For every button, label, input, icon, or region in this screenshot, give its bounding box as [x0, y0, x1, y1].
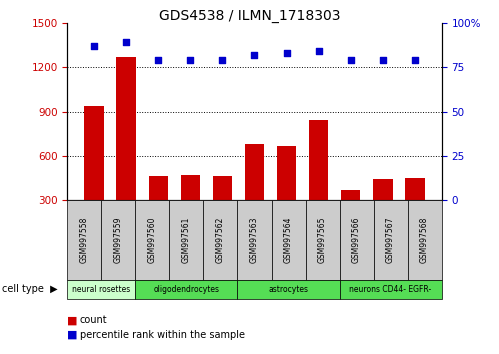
Bar	[149, 176, 168, 244]
Bar	[84, 105, 104, 244]
Text: GSM997566: GSM997566	[352, 217, 361, 263]
Text: GSM997568: GSM997568	[420, 217, 429, 263]
Bar	[181, 175, 200, 244]
Text: count: count	[80, 315, 107, 325]
Point	[347, 57, 355, 63]
Text: cell type  ▶: cell type ▶	[2, 284, 58, 295]
Bar	[373, 179, 393, 244]
Point	[379, 57, 387, 63]
Text: astrocytes: astrocytes	[268, 285, 308, 294]
Text: GSM997561: GSM997561	[182, 217, 191, 263]
Point	[122, 40, 130, 45]
Text: neural rosettes: neural rosettes	[72, 285, 131, 294]
Point	[411, 57, 419, 63]
Bar	[116, 57, 136, 244]
Bar	[213, 176, 232, 244]
Point	[154, 57, 162, 63]
Text: GSM997559: GSM997559	[114, 217, 123, 263]
Text: neurons CD44- EGFR-: neurons CD44- EGFR-	[349, 285, 432, 294]
Text: oligodendrocytes: oligodendrocytes	[154, 285, 220, 294]
Point	[219, 57, 227, 63]
Text: GSM997562: GSM997562	[216, 217, 225, 263]
Bar	[277, 146, 296, 244]
Text: GSM997563: GSM997563	[250, 217, 259, 263]
Text: ■: ■	[67, 330, 78, 339]
Text: percentile rank within the sample: percentile rank within the sample	[80, 330, 245, 339]
Point	[250, 52, 258, 58]
Point	[186, 57, 194, 63]
Point	[315, 48, 323, 54]
Text: GSM997565: GSM997565	[318, 217, 327, 263]
Point	[90, 43, 98, 49]
Bar	[309, 120, 328, 244]
Bar	[341, 190, 360, 244]
Bar	[405, 178, 425, 244]
Text: GSM997560: GSM997560	[148, 217, 157, 263]
Text: GDS4538 / ILMN_1718303: GDS4538 / ILMN_1718303	[159, 9, 340, 23]
Text: GSM997564: GSM997564	[284, 217, 293, 263]
Text: GSM997558: GSM997558	[80, 217, 89, 263]
Text: GSM997567: GSM997567	[386, 217, 395, 263]
Point	[282, 50, 290, 56]
Bar	[245, 144, 264, 244]
Text: ■: ■	[67, 315, 78, 325]
